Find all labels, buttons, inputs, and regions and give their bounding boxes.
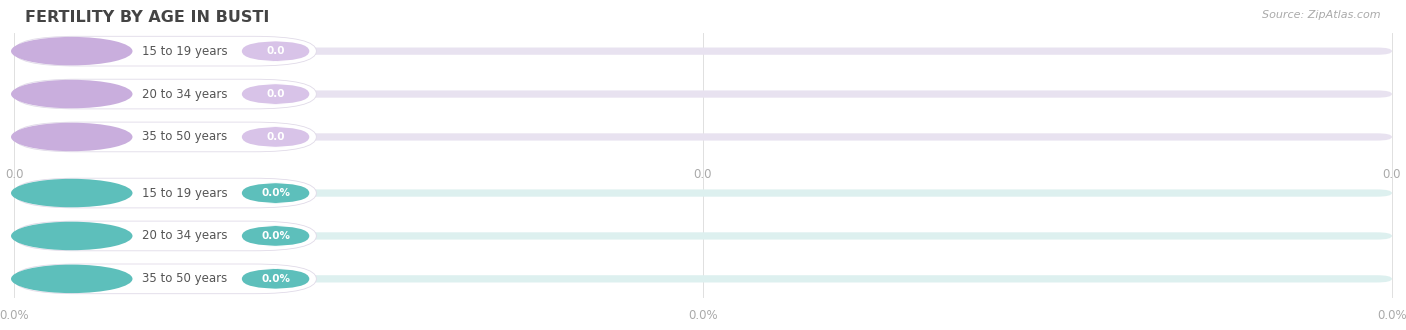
Text: 0.0: 0.0 <box>266 46 285 56</box>
Text: 0.0%: 0.0% <box>262 274 290 284</box>
FancyBboxPatch shape <box>14 48 1392 55</box>
Text: 0.0%: 0.0% <box>0 309 30 321</box>
FancyBboxPatch shape <box>14 221 316 251</box>
FancyBboxPatch shape <box>14 79 316 109</box>
Text: Source: ZipAtlas.com: Source: ZipAtlas.com <box>1263 10 1381 20</box>
Ellipse shape <box>11 80 132 108</box>
Ellipse shape <box>11 222 132 250</box>
Text: 35 to 50 years: 35 to 50 years <box>142 272 226 285</box>
Text: FERTILITY BY AGE IN BUSTI: FERTILITY BY AGE IN BUSTI <box>25 10 270 25</box>
FancyBboxPatch shape <box>242 226 309 246</box>
Text: 0.0%: 0.0% <box>262 231 290 241</box>
FancyBboxPatch shape <box>14 232 1392 240</box>
Text: 20 to 34 years: 20 to 34 years <box>142 87 228 101</box>
Text: 0.0: 0.0 <box>266 132 285 142</box>
Text: 0.0%: 0.0% <box>688 309 718 321</box>
FancyBboxPatch shape <box>242 41 309 61</box>
Text: 0.0: 0.0 <box>693 168 713 181</box>
Ellipse shape <box>11 123 132 151</box>
Ellipse shape <box>11 179 132 207</box>
FancyBboxPatch shape <box>242 269 309 289</box>
FancyBboxPatch shape <box>14 133 1392 141</box>
Ellipse shape <box>11 37 132 65</box>
FancyBboxPatch shape <box>14 275 1392 282</box>
FancyBboxPatch shape <box>242 183 309 203</box>
Text: 0.0: 0.0 <box>266 89 285 99</box>
FancyBboxPatch shape <box>14 178 316 208</box>
Text: 0.0%: 0.0% <box>1376 309 1406 321</box>
Text: 0.0: 0.0 <box>4 168 24 181</box>
Text: 35 to 50 years: 35 to 50 years <box>142 130 226 144</box>
FancyBboxPatch shape <box>242 127 309 147</box>
Text: 20 to 34 years: 20 to 34 years <box>142 229 228 243</box>
Ellipse shape <box>11 265 132 293</box>
FancyBboxPatch shape <box>242 84 309 104</box>
Text: 15 to 19 years: 15 to 19 years <box>142 186 228 200</box>
Text: 0.0%: 0.0% <box>262 188 290 198</box>
FancyBboxPatch shape <box>14 36 316 66</box>
FancyBboxPatch shape <box>14 90 1392 98</box>
Text: 15 to 19 years: 15 to 19 years <box>142 45 228 58</box>
Text: 0.0: 0.0 <box>1382 168 1402 181</box>
FancyBboxPatch shape <box>14 122 316 152</box>
FancyBboxPatch shape <box>14 264 316 294</box>
FancyBboxPatch shape <box>14 189 1392 197</box>
